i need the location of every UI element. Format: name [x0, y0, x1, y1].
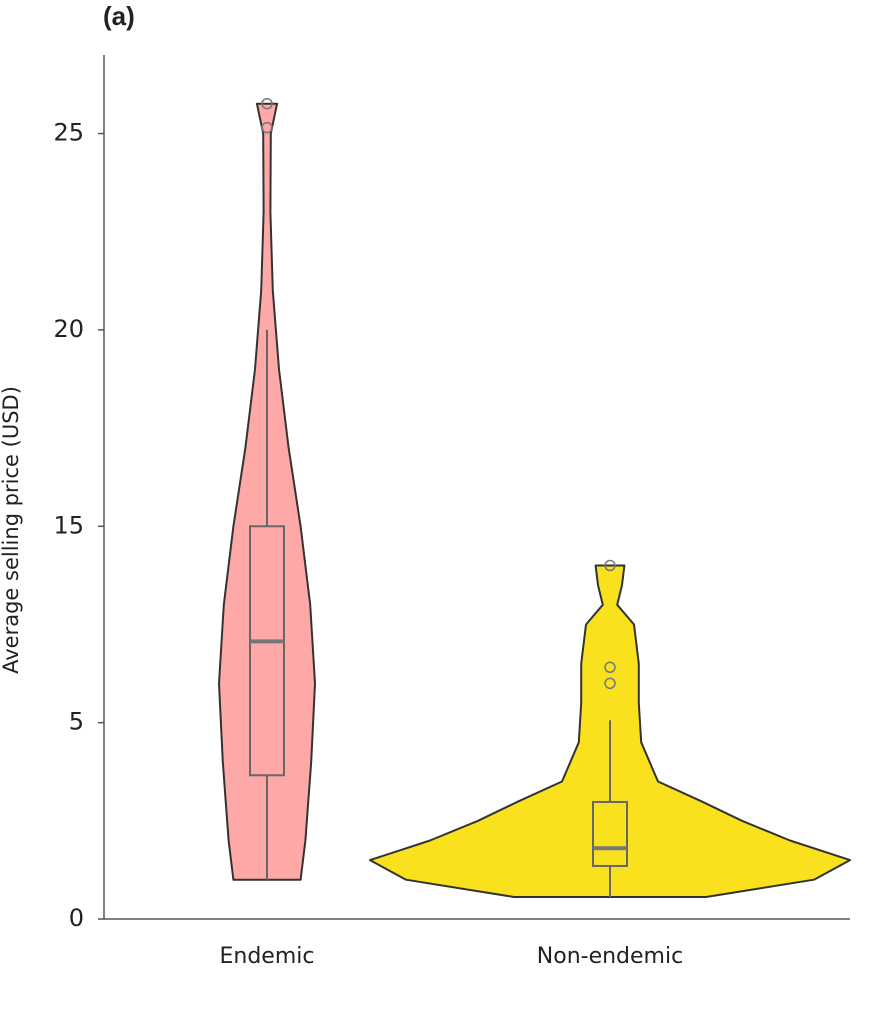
outlier	[261, 121, 273, 134]
x-tick-label: Endemic	[220, 944, 315, 969]
x-tick-label: Non-endemic	[537, 944, 683, 969]
y-axis-title: Average selling price (USD)	[0, 386, 23, 674]
y-tick-label: 0	[69, 904, 84, 932]
outlier	[604, 677, 616, 690]
y-tick-label: 15	[53, 511, 84, 539]
y-tick-label: 20	[53, 315, 84, 343]
y-tick-label: 5	[69, 708, 84, 736]
box	[592, 800, 628, 867]
panel-label: (a)	[103, 1, 135, 31]
y-tick-label: 25	[53, 119, 84, 147]
outlier	[261, 97, 273, 110]
box	[249, 525, 285, 777]
outlier	[604, 559, 616, 572]
outlier	[604, 661, 616, 674]
